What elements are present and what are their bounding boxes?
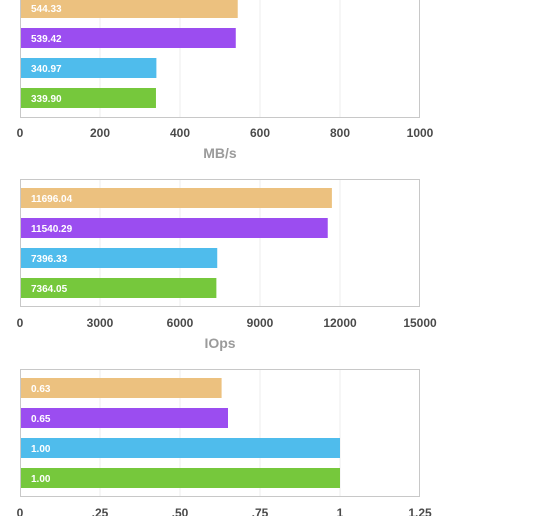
chart-3-x-tick-label: 1 — [337, 506, 344, 516]
chart-1-x-axis-title: MB/s — [203, 145, 237, 161]
chart-1-x-tick-label: 600 — [250, 126, 270, 140]
chart-2-bar-value-label: 7364.05 — [31, 284, 68, 295]
chart-1-x-tick-label: 800 — [330, 126, 350, 140]
chart-1-x-tick-label: 400 — [170, 126, 190, 140]
chart-1-x-tick-label: 200 — [90, 126, 110, 140]
chart-3-x-tick-label: .25 — [92, 506, 109, 516]
chart-2-x-tick-label: 0 — [17, 316, 24, 330]
chart-2-x-tick-label: 9000 — [247, 316, 274, 330]
chart-1-bar — [21, 0, 238, 18]
chart-2-bar-value-label: 11540.29 — [31, 224, 73, 235]
chart-2-x-tick-label: 12000 — [323, 316, 357, 330]
chart-2-bar-value-label: 11696.04 — [31, 194, 73, 205]
chart-1-bar-value-label: 340.97 — [31, 64, 62, 75]
chart-2-frame — [20, 179, 420, 307]
chart-1-bar — [21, 28, 236, 48]
chart-1-x-tick-label: 1000 — [407, 126, 434, 140]
chart-1-bar-value-label: 339.90 — [31, 94, 62, 105]
chart-3-bar-value-label: 0.65 — [31, 414, 51, 425]
chart-3-frame — [20, 369, 420, 497]
chart-3-bar — [21, 378, 222, 398]
chart-3-x-tick-label: .75 — [252, 506, 269, 516]
chart-2-bar-value-label: 7396.33 — [31, 254, 68, 265]
chart-2-x-tick-label: 15000 — [403, 316, 437, 330]
chart-1-x-tick-label: 0 — [17, 126, 24, 140]
chart-3-bar — [21, 438, 340, 458]
chart-3-bar-value-label: 1.00 — [31, 444, 51, 455]
chart-2-bar — [21, 248, 218, 268]
chart-1-bar — [21, 58, 157, 78]
chart-3-bar — [21, 468, 340, 488]
chart-2-x-axis-title: IOps — [204, 335, 235, 351]
chart-1-bar — [21, 88, 156, 108]
chart-2-x-tick-label: 6000 — [167, 316, 194, 330]
chart-3-bar — [21, 408, 228, 428]
chart-3-x-tick-label: 0 — [17, 506, 24, 516]
chart-1-bar-value-label: 544.33 — [31, 4, 62, 15]
chart-2-x-tick-label: 3000 — [87, 316, 114, 330]
chart-2-bar — [21, 218, 328, 238]
chart-1-bar-value-label: 539.42 — [31, 34, 62, 45]
chart-3-x-tick-label: 1.25 — [408, 506, 432, 516]
chart-3-bar-value-label: 1.00 — [31, 474, 51, 485]
chart-1-frame — [20, 0, 420, 118]
chart-3-x-tick-label: .50 — [172, 506, 189, 516]
chart-2-bar — [21, 278, 217, 298]
chart-2-bar — [21, 188, 332, 208]
chart-3-bar-value-label: 0.63 — [31, 384, 51, 395]
